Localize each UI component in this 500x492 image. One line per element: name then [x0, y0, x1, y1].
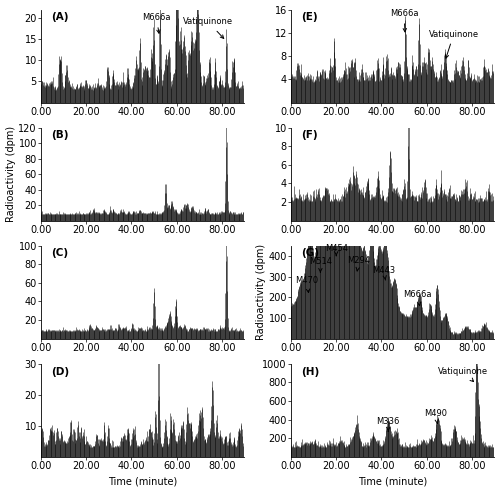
Y-axis label: Radioactivity (dpm): Radioactivity (dpm) [256, 244, 266, 340]
Text: M294: M294 [348, 256, 370, 271]
Text: (F): (F) [301, 130, 318, 140]
Text: M336: M336 [376, 417, 400, 431]
Text: M470: M470 [296, 276, 318, 292]
Text: (D): (D) [51, 367, 70, 376]
Text: Vatiquinone: Vatiquinone [438, 367, 488, 382]
Text: Vatiquinone: Vatiquinone [428, 30, 479, 58]
Text: Vatiquinone: Vatiquinone [183, 17, 234, 38]
Text: M490: M490 [424, 409, 447, 424]
Text: (E): (E) [301, 12, 318, 22]
Text: M666a: M666a [404, 290, 432, 306]
Text: M443: M443 [372, 266, 395, 280]
Text: (H): (H) [301, 367, 320, 376]
Text: (G): (G) [301, 248, 319, 258]
Text: M666a: M666a [142, 13, 171, 33]
Text: (C): (C) [51, 248, 68, 258]
Text: M454: M454 [324, 244, 347, 256]
Text: M666a: M666a [390, 9, 418, 32]
Text: (A): (A) [51, 12, 68, 22]
Text: M514: M514 [309, 257, 332, 272]
X-axis label: Time (minute): Time (minute) [358, 476, 428, 487]
X-axis label: Time (minute): Time (minute) [108, 476, 178, 487]
Text: (B): (B) [51, 130, 68, 140]
Y-axis label: Radioactivity (dpm): Radioactivity (dpm) [6, 126, 16, 222]
